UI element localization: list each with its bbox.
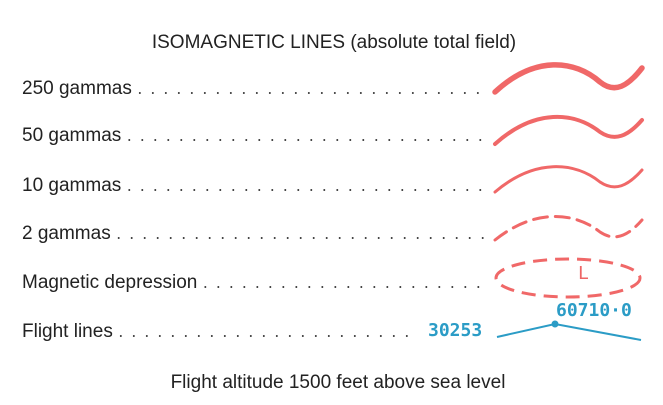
depression-symbol: L (578, 263, 589, 284)
symbol-depression (494, 257, 642, 299)
legend-title: ISOMAGNETIC LINES (absolute total field) (152, 32, 516, 53)
flight-point (551, 320, 559, 328)
flight-line (496, 322, 642, 341)
item-label: 2 gammas (22, 223, 111, 244)
item-label: 250 gammas (22, 78, 132, 99)
symbol-2-gammas (493, 215, 644, 242)
symbol-10-gammas (493, 165, 644, 194)
item-label: 10 gammas (22, 175, 121, 196)
symbol-50-gammas (493, 115, 644, 146)
item-label: 50 gammas (22, 125, 121, 146)
item-label: Flight lines (22, 321, 113, 342)
symbol-250-gammas (492, 62, 645, 95)
flight-start-label: 30253 (428, 320, 482, 341)
item-label: Magnetic depression (22, 272, 197, 293)
flight-end-label: 60710·0 (556, 300, 632, 321)
legend-footer: Flight altitude 1500 feet above sea leve… (171, 372, 506, 393)
